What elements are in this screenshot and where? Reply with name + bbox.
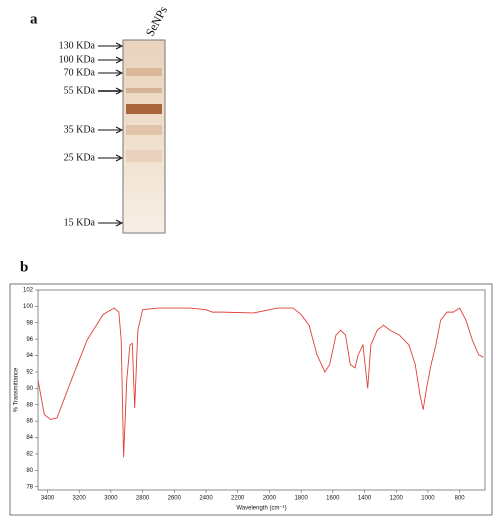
x-tick-label: 3400 — [41, 496, 55, 502]
marker-label: 15 KDa — [64, 217, 96, 228]
arrow-head — [115, 56, 124, 64]
plot-area — [37, 289, 486, 491]
x-tick-label: 3000 — [104, 496, 118, 502]
y-tick-label: 102 — [23, 288, 34, 294]
y-tick-label: 90 — [26, 386, 33, 392]
spectrum-line — [37, 307, 484, 458]
arrow-head — [115, 126, 124, 134]
marker-label: 100 KDa — [59, 54, 96, 65]
x-tick-label: 2400 — [199, 496, 213, 502]
arrow-head — [115, 87, 124, 95]
arrow-head — [115, 69, 124, 77]
gel-bands — [126, 68, 162, 162]
x-tick-label: 1600 — [326, 496, 340, 502]
x-tick-label: 1400 — [358, 496, 372, 502]
panel-label: b — [20, 259, 28, 275]
marker-label: 70 KDa — [64, 67, 96, 78]
x-tick-label: 1200 — [390, 496, 404, 502]
y-tick-label: 80 — [26, 468, 33, 474]
x-tick-label: 2000 — [263, 496, 277, 502]
marker-label: 35 KDa — [64, 124, 96, 135]
x-tick-label: 3200 — [73, 496, 87, 502]
arrow-head — [115, 219, 124, 227]
panel-label: a — [30, 11, 38, 27]
marker-label: 55 KDa — [64, 85, 96, 96]
y-tick-label: 96 — [26, 337, 33, 343]
y-tick-label: 78 — [26, 484, 33, 490]
y-tick-label: 84 — [26, 435, 33, 441]
x-tick-label: 2600 — [168, 496, 182, 502]
x-tick-label: 800 — [455, 496, 466, 502]
x-axis-label: Wavelength (cm⁻¹) — [236, 506, 286, 512]
x-tick-label: 2200 — [231, 496, 245, 502]
y-tick-label: 86 — [26, 419, 33, 425]
chart-frame — [9, 283, 493, 516]
y-tick-label: 98 — [26, 320, 33, 326]
y-tick-label: 82 — [26, 452, 33, 458]
marker-label: 25 KDa — [64, 152, 96, 163]
y-tick-label: 92 — [26, 370, 33, 376]
arrow-head — [115, 154, 124, 162]
y-tick-label: 94 — [26, 353, 33, 359]
x-tick-label: 2800 — [136, 496, 150, 502]
marker-label: 130 KDa — [59, 40, 96, 51]
y-axis-label: % Transmittance — [14, 367, 20, 412]
lane-label: SeNPs — [143, 4, 171, 39]
y-tick-label: 100 — [23, 304, 34, 310]
arrow-head — [115, 42, 124, 50]
x-tick-label: 1800 — [294, 496, 308, 502]
y-tick-label: 88 — [26, 402, 33, 408]
x-tick-label: 1000 — [421, 496, 435, 502]
